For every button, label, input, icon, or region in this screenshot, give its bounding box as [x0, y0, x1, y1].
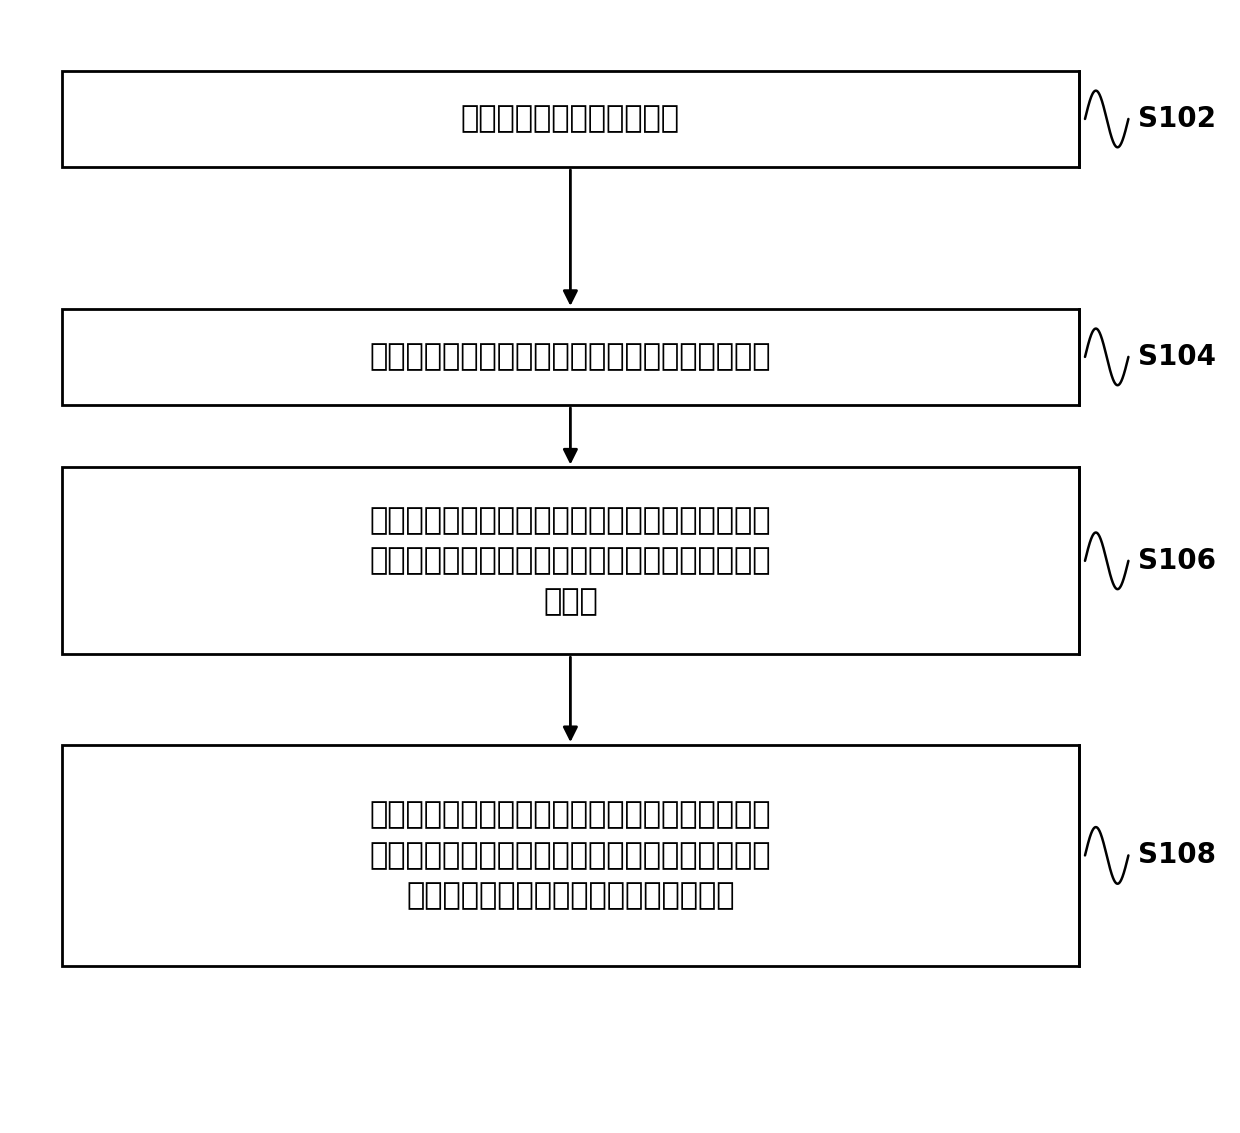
- Text: S102: S102: [1138, 105, 1216, 133]
- Bar: [62, 308, 1079, 404]
- Bar: [62, 467, 1079, 655]
- Bar: [62, 746, 1079, 965]
- Text: S104: S104: [1138, 343, 1216, 370]
- Text: 在判断出当前运行参数的数据类型为第一数据类型
的情况下，判断当前运行参数是否处于当前有效运
行范围: 在判断出当前运行参数的数据类型为第一数据类型 的情况下，判断当前运行参数是否处于…: [370, 505, 771, 616]
- Text: 在判断出当前运行参数不处于当前有效运行范围的
情况下，按照预设方式调整空调器的运行功率，以
矫正当前运行参数处于当前有效运行范围: 在判断出当前运行参数不处于当前有效运行范围的 情况下，按照预设方式调整空调器的运…: [370, 800, 771, 911]
- Text: 采集空调器的当前运行参数: 采集空调器的当前运行参数: [461, 104, 680, 134]
- Text: 判断当前运行参数的数据类型是否为第一数据类型: 判断当前运行参数的数据类型是否为第一数据类型: [370, 342, 771, 372]
- Bar: [62, 70, 1079, 167]
- Text: S108: S108: [1138, 842, 1216, 869]
- Text: S106: S106: [1138, 547, 1216, 574]
